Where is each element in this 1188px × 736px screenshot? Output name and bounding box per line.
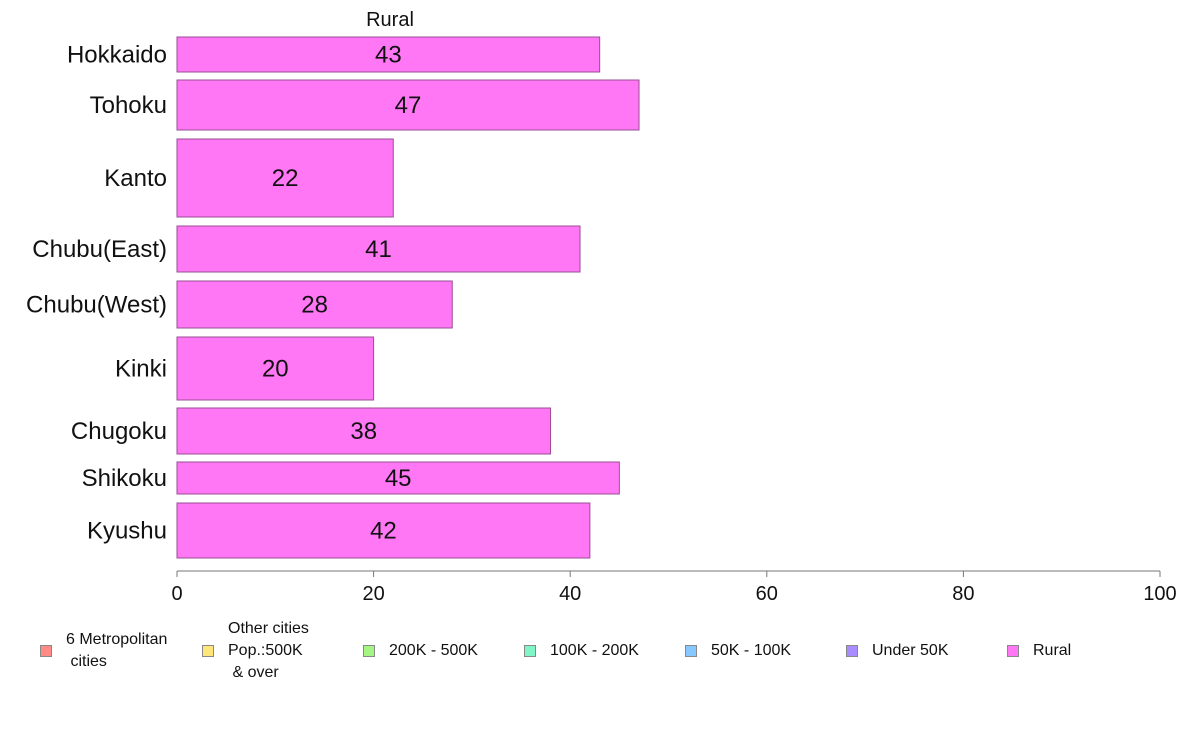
legend-label: 50K - 100K	[711, 642, 792, 659]
bar-value-label: 38	[350, 418, 377, 445]
category-label: Hokkaido	[67, 42, 167, 69]
bar	[176, 138, 394, 218]
bar-value-label: 41	[365, 236, 392, 263]
category-label: Kanto	[104, 165, 167, 192]
legend-item-100k-200k: 100K - 200K	[524, 640, 639, 662]
legend-label: 200K - 500K	[389, 642, 478, 659]
bar	[176, 407, 552, 455]
chart-title: Rural	[366, 9, 414, 31]
category-label: Tohoku	[90, 92, 167, 119]
category-label: Chubu(East)	[32, 236, 167, 263]
x-tick-label: 80	[952, 583, 974, 605]
x-tick-label: 20	[362, 583, 384, 605]
legend-swatch	[1007, 645, 1019, 657]
legend-item-rural: Rural	[1007, 640, 1071, 662]
legend-swatch	[685, 645, 697, 657]
bar-value-label: 45	[385, 465, 412, 492]
legend-item-other-cities: Other cities Pop.:500K & over	[202, 618, 309, 684]
x-tick-label: 100	[1143, 583, 1176, 605]
legend-label: 6 Metropolitan cities	[66, 631, 168, 670]
bar-value-label: 43	[375, 42, 402, 69]
legend-item-under-50k: Under 50K	[846, 640, 949, 662]
bar-value-label: 20	[262, 356, 289, 383]
bar	[176, 336, 375, 401]
legend-item-50k-100k: 50K - 100K	[685, 640, 791, 662]
legend-swatch	[40, 645, 52, 657]
bar-value-label: 42	[370, 518, 397, 545]
legend-label: Under 50K	[872, 642, 949, 659]
bar	[176, 79, 640, 131]
bar-value-label: 47	[395, 92, 422, 119]
category-label: Kyushu	[87, 518, 167, 545]
bar-value-label: 28	[301, 292, 328, 319]
legend-swatch	[363, 645, 375, 657]
legend-label: Other cities Pop.:500K & over	[228, 620, 309, 681]
legend-label: Rural	[1033, 642, 1072, 659]
category-label: Shikoku	[82, 465, 167, 492]
bar	[176, 280, 453, 329]
bar-value-label: 22	[272, 165, 299, 192]
x-tick-label: 60	[756, 583, 778, 605]
bar	[176, 36, 601, 73]
category-label: Chugoku	[71, 418, 167, 445]
bar	[176, 225, 581, 273]
legend-item-200k-500k: 200K - 500K	[363, 640, 478, 662]
x-tick-label: 40	[559, 583, 581, 605]
x-tick-label: 0	[171, 583, 182, 605]
legend: 6 Metropolitan cities Other cities Pop.:…	[30, 618, 1180, 688]
bar	[176, 461, 620, 495]
legend-label: 100K - 200K	[550, 642, 639, 659]
bar	[176, 502, 591, 559]
legend-swatch	[202, 645, 214, 657]
legend-swatch	[846, 645, 858, 657]
legend-item-metropolitan: 6 Metropolitan cities	[40, 629, 167, 673]
category-label: Chubu(West)	[26, 292, 167, 319]
legend-swatch	[524, 645, 536, 657]
category-label: Kinki	[115, 356, 167, 383]
